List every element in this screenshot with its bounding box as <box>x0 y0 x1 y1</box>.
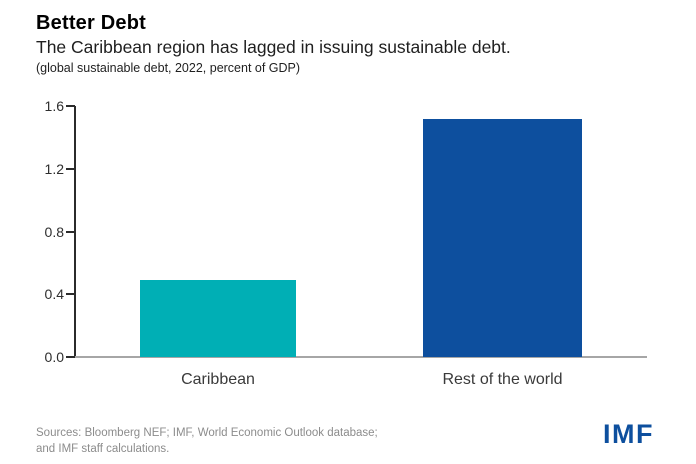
y-tick-mark-0.8 <box>66 230 75 233</box>
y-tick-mark-0.0 <box>66 356 75 358</box>
sources-line-2: and IMF staff calculations. <box>36 442 170 455</box>
bar-rest-of-the-world <box>423 118 582 357</box>
y-tick-mark-1.2 <box>66 167 75 170</box>
y-tick-label-1.6: 1.6 <box>44 98 64 114</box>
bar-caribbean <box>140 280 296 357</box>
x-axis-baseline <box>75 356 647 358</box>
y-tick-label-0.8: 0.8 <box>44 223 64 240</box>
y-tick-mark-1.6 <box>66 105 75 107</box>
x-label-rest-of-the-world: Rest of the world <box>442 371 563 388</box>
y-tick-mark-0.4 <box>66 293 75 296</box>
y-tick-label-1.2: 1.2 <box>44 160 64 177</box>
chart-title: Better Debt <box>36 12 146 34</box>
sources-line-1: Sources: Bloomberg NEF; IMF, World Econo… <box>36 427 378 439</box>
y-axis-line <box>74 106 76 357</box>
imf-logo: IMF <box>603 419 654 449</box>
y-tick-label-0.0: 0.0 <box>44 349 64 365</box>
y-tick-label-0.4: 0.4 <box>44 286 64 303</box>
x-label-caribbean: Caribbean <box>181 371 255 388</box>
chart-unit-note: (global sustainable debt, 2022, percent … <box>36 61 301 75</box>
sources-note: Sources: Bloomberg NEF; IMF, World Econo… <box>36 426 378 457</box>
chart-header: Better Debt The Caribbean region has lag… <box>36 12 676 76</box>
chart-subtitle: The Caribbean region has lagged in issui… <box>36 37 511 57</box>
